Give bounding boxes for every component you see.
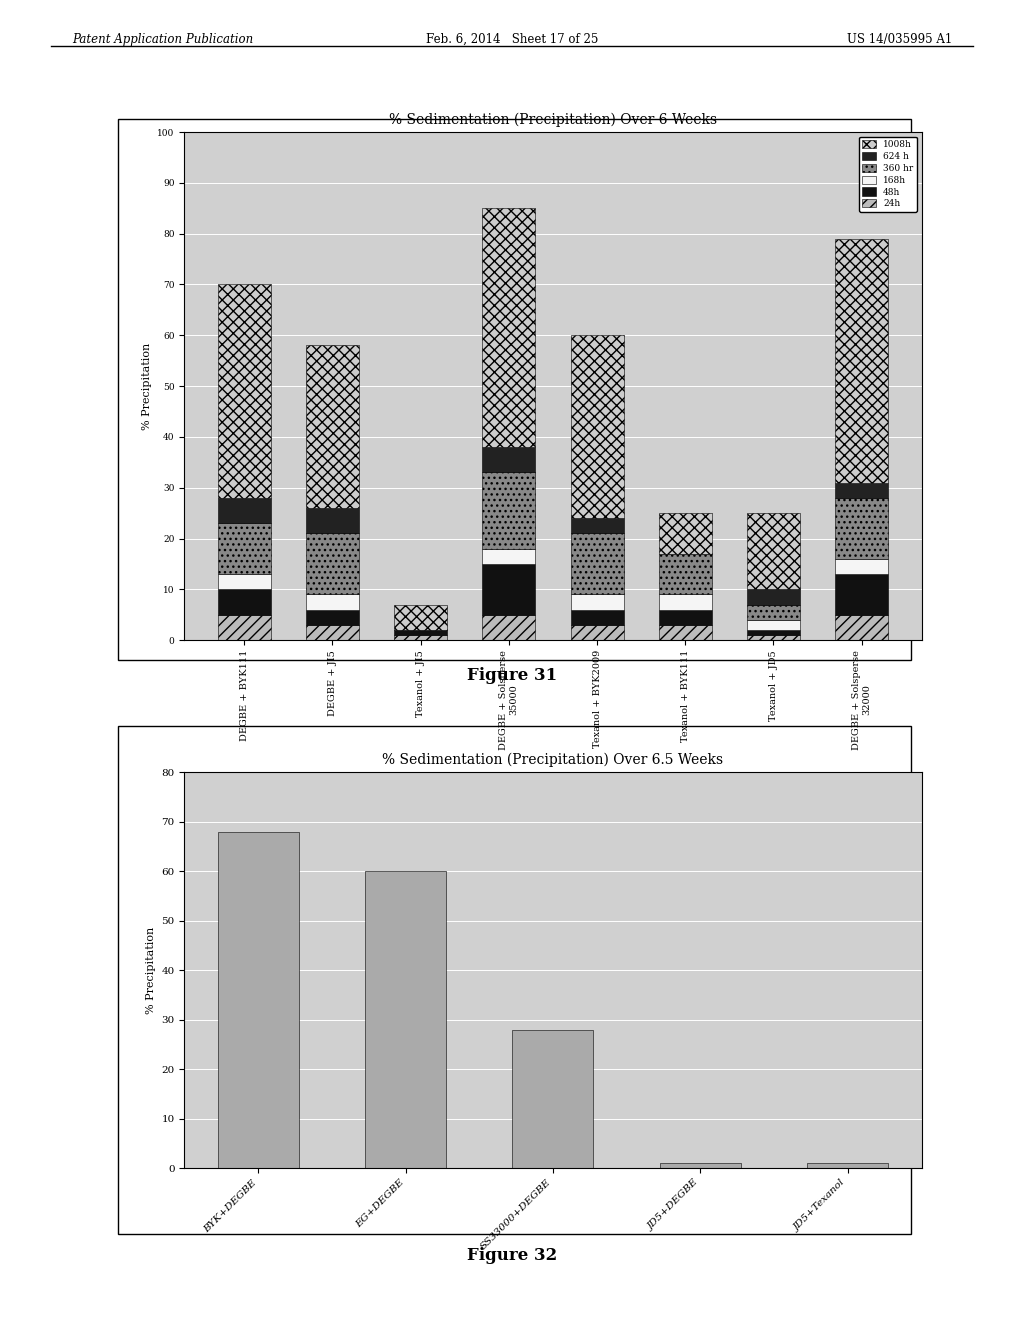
Title: % Sedimentation (Precipitation) Over 6.5 Weeks: % Sedimentation (Precipitation) Over 6.5…	[382, 752, 724, 767]
Bar	[746, 635, 800, 640]
Bar	[836, 498, 888, 558]
Bar	[482, 447, 536, 473]
Bar	[482, 615, 536, 640]
Bar	[306, 624, 359, 640]
Bar	[218, 615, 270, 640]
Text: Figure 31: Figure 31	[467, 667, 557, 684]
Bar	[807, 1163, 888, 1168]
Bar	[746, 589, 800, 605]
Bar	[306, 594, 359, 610]
Bar	[836, 558, 888, 574]
Bar	[836, 239, 888, 483]
Bar	[306, 508, 359, 533]
Legend: 1008h, 624 h, 360 hr, 168h, 48h, 24h: 1008h, 624 h, 360 hr, 168h, 48h, 24h	[859, 136, 918, 213]
Bar	[570, 594, 624, 610]
Title: % Sedimentation (Precipitation) Over 6 Weeks: % Sedimentation (Precipitation) Over 6 W…	[389, 112, 717, 127]
Bar	[658, 594, 712, 610]
Bar	[218, 285, 270, 498]
Bar	[218, 574, 270, 589]
Bar	[836, 615, 888, 640]
Bar	[746, 630, 800, 635]
Bar	[218, 523, 270, 574]
Bar	[482, 209, 536, 447]
Bar	[218, 589, 270, 615]
Bar	[746, 605, 800, 620]
Bar	[658, 554, 712, 594]
Bar	[659, 1163, 740, 1168]
Text: Feb. 6, 2014   Sheet 17 of 25: Feb. 6, 2014 Sheet 17 of 25	[426, 33, 598, 46]
Bar	[746, 513, 800, 589]
Bar	[570, 624, 624, 640]
Text: Patent Application Publication: Patent Application Publication	[72, 33, 253, 46]
Bar	[482, 473, 536, 549]
Bar	[366, 871, 446, 1168]
Bar	[836, 574, 888, 615]
Y-axis label: % Precipitation: % Precipitation	[141, 342, 152, 430]
Bar	[658, 624, 712, 640]
Bar	[746, 620, 800, 630]
Bar	[306, 533, 359, 594]
Bar	[394, 605, 447, 630]
Bar	[218, 832, 299, 1168]
Bar	[658, 610, 712, 624]
Bar	[306, 610, 359, 624]
Bar	[570, 519, 624, 533]
Bar	[482, 549, 536, 564]
Bar	[658, 513, 712, 554]
Bar	[394, 635, 447, 640]
Bar	[482, 564, 536, 615]
Text: US 14/035995 A1: US 14/035995 A1	[847, 33, 952, 46]
Bar	[570, 533, 624, 594]
Text: Figure 32: Figure 32	[467, 1247, 557, 1265]
Bar	[306, 346, 359, 508]
Bar	[394, 630, 447, 635]
Bar	[570, 610, 624, 624]
Bar	[218, 498, 270, 523]
Y-axis label: % Precipitation: % Precipitation	[145, 927, 156, 1014]
Bar	[836, 483, 888, 498]
Bar	[512, 1030, 594, 1168]
Bar	[570, 335, 624, 519]
